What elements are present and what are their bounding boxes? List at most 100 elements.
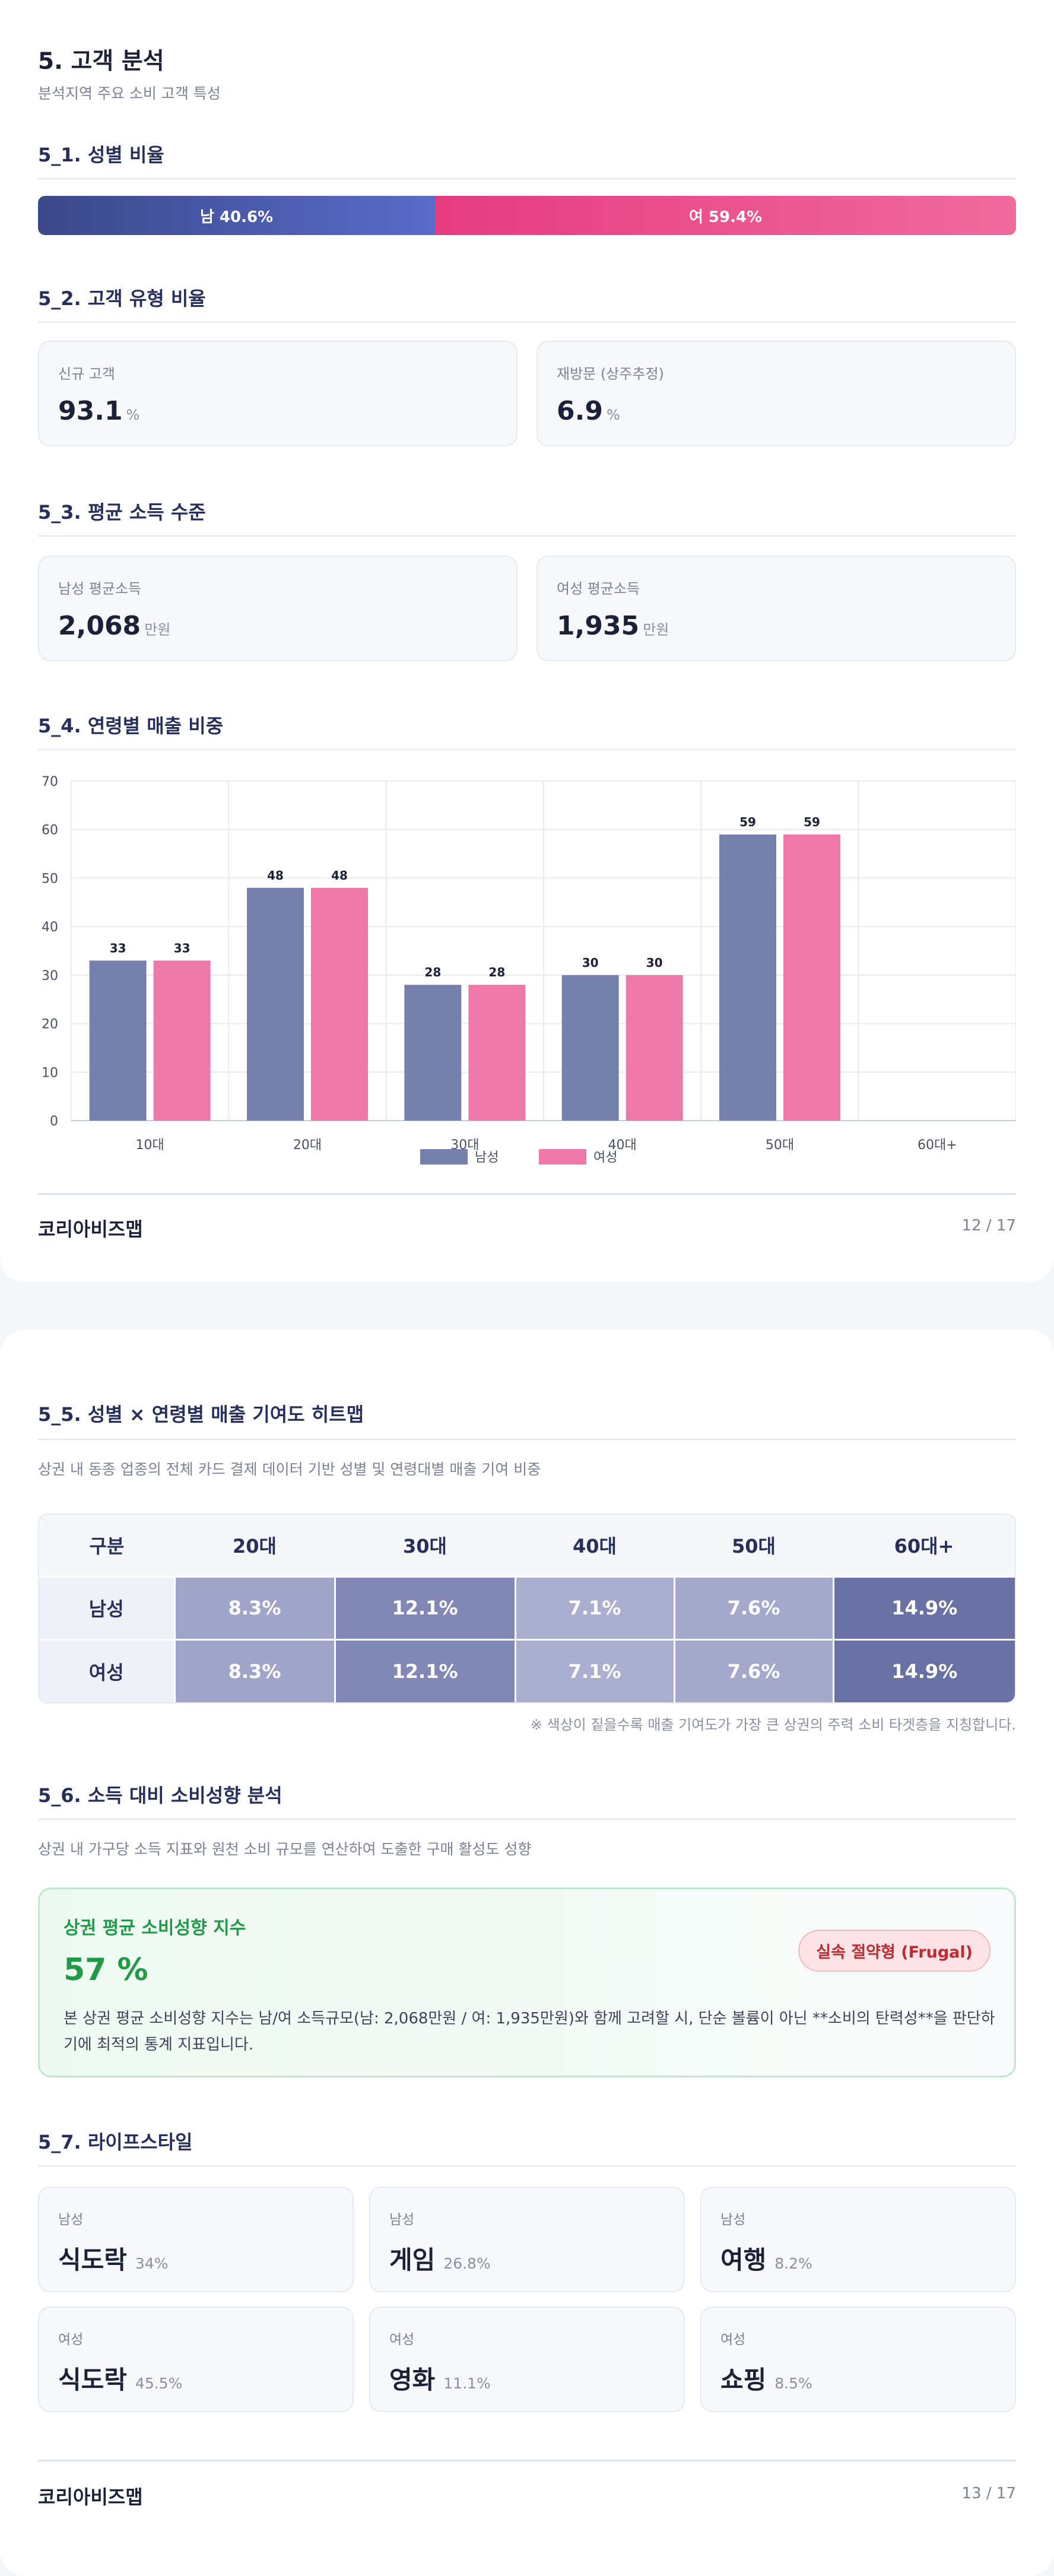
female-share-segment: 여 59.4% — [435, 196, 1016, 235]
lifestyle-gender: 남성 — [58, 2212, 84, 2228]
footer-divider — [38, 1193, 1016, 1195]
section-heading-income: 5_3. 평균 소득 수준 — [38, 501, 206, 524]
heatmap-row-header: 남성 — [39, 1575, 174, 1639]
section-heading-consumption: 5_6. 소득 대비 소비성향 분석 — [38, 1784, 282, 1807]
card-value: 1,935 — [557, 611, 640, 641]
heatmap-row-header: 여성 — [39, 1638, 174, 1702]
lifestyle-percent: 8.5% — [774, 2375, 812, 2392]
bar-male — [89, 960, 147, 1121]
lifestyle-name: 식도락 — [58, 2245, 127, 2274]
heatmap-cell: 7.6% — [673, 1638, 833, 1702]
heatmap-cell: 14.9% — [832, 1575, 1015, 1639]
card-unit: 만원 — [144, 621, 171, 638]
lifestyle-name: 게임 — [389, 2245, 436, 2274]
footer-divider — [38, 2460, 1016, 2461]
lifestyle-name: 영화 — [389, 2365, 436, 2394]
heatmap-cell: 12.1% — [334, 1575, 515, 1639]
x-tick-label: 40대 — [608, 1138, 637, 1153]
heatmap-col-header: 20대 — [174, 1515, 335, 1576]
divider — [38, 1819, 1016, 1820]
legend-label: 남성 — [475, 1150, 499, 1165]
lifestyle-card: 남성 식도락 34% — [38, 2187, 354, 2292]
data-label: 59 — [739, 815, 756, 829]
heatmap-cell: 14.9% — [832, 1638, 1015, 1702]
bar-female — [468, 985, 526, 1121]
new-customer-card: 신규 고객 93.1% — [38, 341, 518, 446]
bar-female — [626, 975, 683, 1121]
legend-swatch — [420, 1149, 468, 1165]
bar-male — [561, 975, 619, 1121]
data-label: 28 — [424, 965, 441, 979]
page-subtitle: 분석지역 주요 소비 고객 특성 — [38, 85, 221, 102]
heatmap-cell: 8.3% — [173, 1638, 335, 1702]
data-label: 59 — [804, 815, 820, 829]
section-heading-heatmap: 5_5. 성별 × 연령별 매출 기여도 히트맵 — [38, 1403, 364, 1426]
divider — [38, 1439, 1016, 1440]
bar-female — [783, 834, 840, 1121]
card-value: 2,068 — [58, 611, 141, 641]
lifestyle-name: 식도락 — [58, 2365, 127, 2394]
heatmap-col-header: 50대 — [674, 1515, 833, 1576]
bar-female — [153, 960, 211, 1121]
lifestyle-percent: 45.5% — [135, 2375, 183, 2392]
heatmap-table: 구분 20대 30대 40대 50대 60대+ 남성 8.3% 12.1% 7.1% 7… — [38, 1514, 1016, 1703]
card-unit: % — [606, 407, 620, 423]
divider — [38, 322, 1016, 323]
lifestyle-name: 쇼핑 — [720, 2365, 767, 2394]
section-heading-age-sales: 5_4. 연령별 매출 비중 — [38, 715, 224, 737]
consumption-index-title: 상권 평균 소비성향 지수 — [64, 1918, 246, 1939]
x-tick-label: 60대+ — [918, 1138, 957, 1153]
page-title: 5. 고객 분석 — [38, 48, 164, 75]
heatmap-cell: 12.1% — [334, 1638, 515, 1702]
consumption-index-text: 본 상권 평균 소비성향 지수는 남/여 소득규모(남: 2,068만원 / 여… — [64, 2010, 995, 2054]
section-heading-customer-type: 5_2. 고객 유형 비율 — [38, 287, 206, 310]
lifestyle-percent: 8.2% — [774, 2255, 812, 2272]
heatmap-description: 상권 내 동종 업종의 전체 카드 결제 데이터 기반 성별 및 연령대별 매출… — [38, 1461, 541, 1478]
y-tick-label: 10 — [42, 1065, 58, 1080]
lifestyle-name: 여행 — [720, 2245, 767, 2274]
consumption-index-value: 57 % — [64, 1952, 148, 1988]
card-label: 남성 평균소득 — [58, 580, 142, 597]
page-number: 12 / 17 — [961, 1217, 1016, 1235]
lifestyle-gender: 여성 — [389, 2332, 415, 2347]
footer-brand: 코리아비즈맵 — [38, 2486, 143, 2508]
y-tick-label: 0 — [50, 1114, 58, 1129]
lifestyle-card: 남성 여행 8.2% — [700, 2187, 1016, 2292]
heatmap-note: ※ 색상이 짙을수록 매출 기여도가 가장 큰 상권의 주력 소비 타겟층을 지… — [530, 1717, 1016, 1733]
divider — [38, 178, 1016, 179]
male-income-card: 남성 평균소득 2,068 만원 — [38, 556, 518, 661]
divider — [38, 2165, 1016, 2166]
divider — [38, 749, 1016, 750]
heatmap-row: 여성 8.3% 12.1% 7.1% 7.6% 14.9% — [39, 1638, 1015, 1702]
consumption-index-box: 상권 평균 소비성향 지수 57 % 실속 절약형 (Frugal) 본 상권 … — [38, 1887, 1016, 2077]
y-tick-label: 20 — [42, 1017, 58, 1032]
card-value: 6.9 — [557, 396, 603, 426]
gender-ratio-bar: 남 40.6% 여 59.4% — [38, 196, 1016, 235]
divider — [38, 535, 1016, 537]
lifestyle-percent: 11.1% — [443, 2375, 491, 2392]
card-label: 신규 고객 — [58, 366, 115, 382]
x-tick-label: 10대 — [136, 1138, 164, 1153]
page-number: 13 / 17 — [961, 2485, 1016, 2502]
heatmap-col-header: 40대 — [515, 1515, 674, 1576]
heatmap-col-header: 구분 — [39, 1515, 174, 1576]
female-income-card: 여성 평균소득 1,935 만원 — [536, 556, 1016, 661]
lifestyle-card: 여성 쇼핑 8.5% — [700, 2307, 1016, 2412]
lifestyle-percent: 26.8% — [443, 2255, 491, 2272]
heatmap-col-header: 30대 — [335, 1515, 515, 1576]
y-tick-label: 70 — [42, 775, 58, 789]
heatmap-row: 남성 8.3% 12.1% 7.1% 7.6% 14.9% — [39, 1575, 1015, 1639]
heatmap-cell: 8.3% — [173, 1575, 335, 1639]
y-tick-label: 40 — [42, 920, 58, 935]
card-unit: 만원 — [643, 621, 669, 638]
data-label: 48 — [267, 868, 284, 883]
lifestyle-card: 여성 식도락 45.5% — [38, 2307, 354, 2412]
returning-customer-card: 재방문 (상주추정) 6.9% — [536, 341, 1016, 446]
card-value: 93.1 — [58, 396, 123, 426]
data-label: 30 — [582, 956, 599, 970]
footer-brand: 코리아비즈맵 — [38, 1218, 143, 1241]
data-label: 30 — [646, 956, 663, 970]
heatmap-col-header: 60대+ — [833, 1515, 1015, 1576]
section-heading-lifestyle: 5_7. 라이프스타일 — [38, 2131, 193, 2153]
